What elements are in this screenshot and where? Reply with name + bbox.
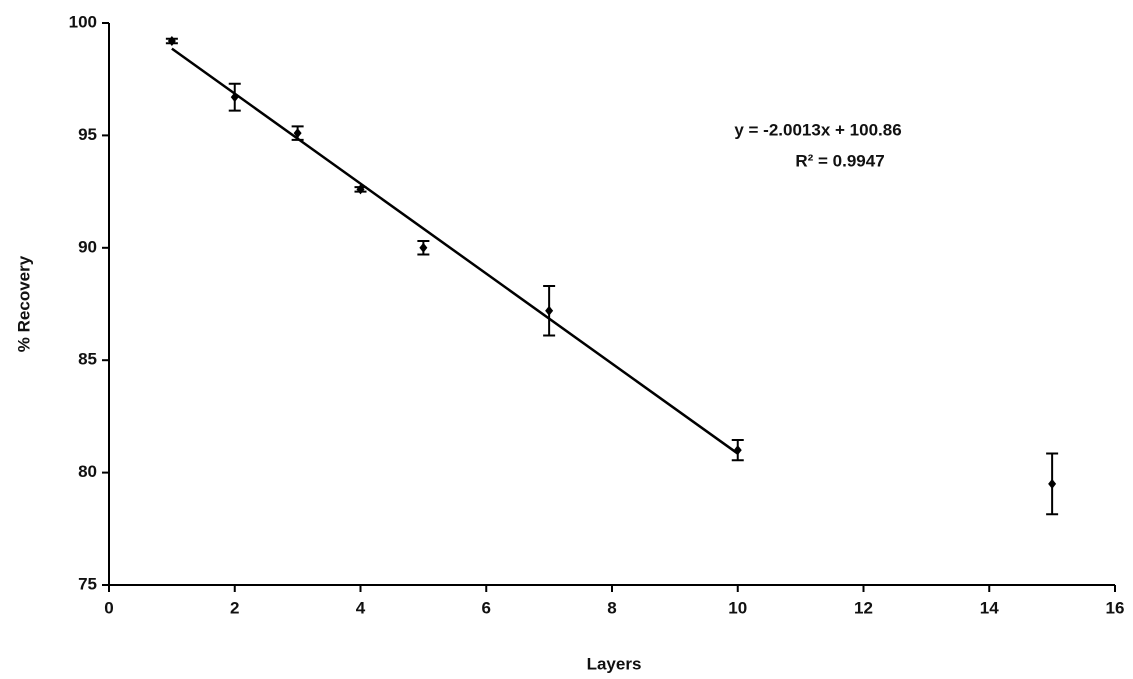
y-tick-label: 95: [78, 125, 97, 144]
r-squared: R² = 0.9947: [795, 151, 884, 170]
point: [733, 445, 742, 456]
point: [545, 305, 554, 316]
x-tick-label: 12: [854, 598, 873, 617]
point: [293, 128, 302, 139]
equation: y = -2.0013x + 100.86: [734, 120, 901, 139]
x-tick-label: 8: [607, 598, 616, 617]
y-tick-label: 100: [69, 12, 97, 31]
y-axis-label: % Recovery: [14, 255, 33, 352]
x-tick-label: 14: [980, 598, 999, 617]
point: [167, 35, 176, 46]
y-tick-label: 85: [78, 350, 97, 369]
point: [1048, 478, 1057, 489]
y-tick-label: 90: [78, 237, 97, 256]
x-tick-label: 16: [1106, 598, 1125, 617]
x-tick-label: 4: [356, 598, 366, 617]
x-tick-label: 2: [230, 598, 239, 617]
point: [419, 242, 428, 253]
x-tick-label: 10: [728, 598, 747, 617]
y-tick-label: 80: [78, 462, 97, 481]
x-tick-label: 6: [482, 598, 491, 617]
trendline: [171, 47, 739, 455]
y-tick-label: 75: [78, 574, 97, 593]
x-tick-label: 0: [104, 598, 113, 617]
x-axis-label: Layers: [587, 654, 642, 673]
point: [356, 184, 365, 195]
point: [230, 92, 239, 103]
